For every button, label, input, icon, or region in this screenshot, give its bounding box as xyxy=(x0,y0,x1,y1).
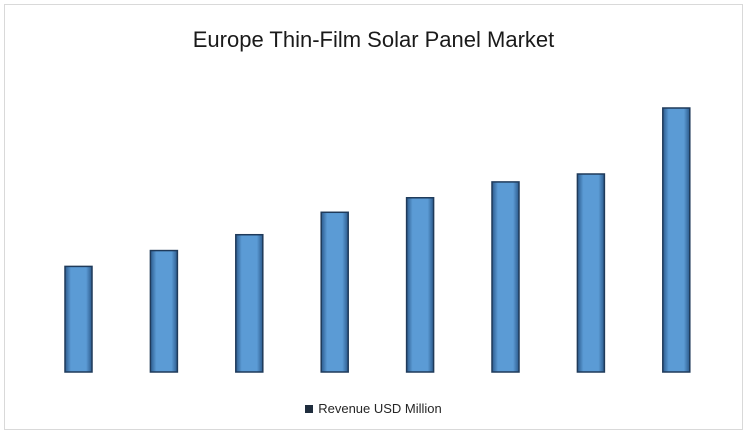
legend-label: Revenue USD Million xyxy=(318,401,442,416)
bar-7 xyxy=(576,173,606,373)
bar-1 xyxy=(64,265,93,373)
chart-title: Europe Thin-Film Solar Panel Market xyxy=(192,27,555,52)
legend-swatch xyxy=(305,405,314,413)
bar-3 xyxy=(235,233,264,373)
bar-2 xyxy=(149,249,179,373)
bar-4 xyxy=(320,211,349,373)
chart-frame: Europe Thin-Film Solar Panel Market Reve… xyxy=(4,4,743,430)
chart-plot xyxy=(64,107,691,373)
bar-8 xyxy=(662,107,691,373)
bar-6 xyxy=(491,181,520,373)
legend: Revenue USD Million xyxy=(5,401,742,416)
bar-5 xyxy=(405,197,435,373)
bar-group xyxy=(64,107,691,373)
